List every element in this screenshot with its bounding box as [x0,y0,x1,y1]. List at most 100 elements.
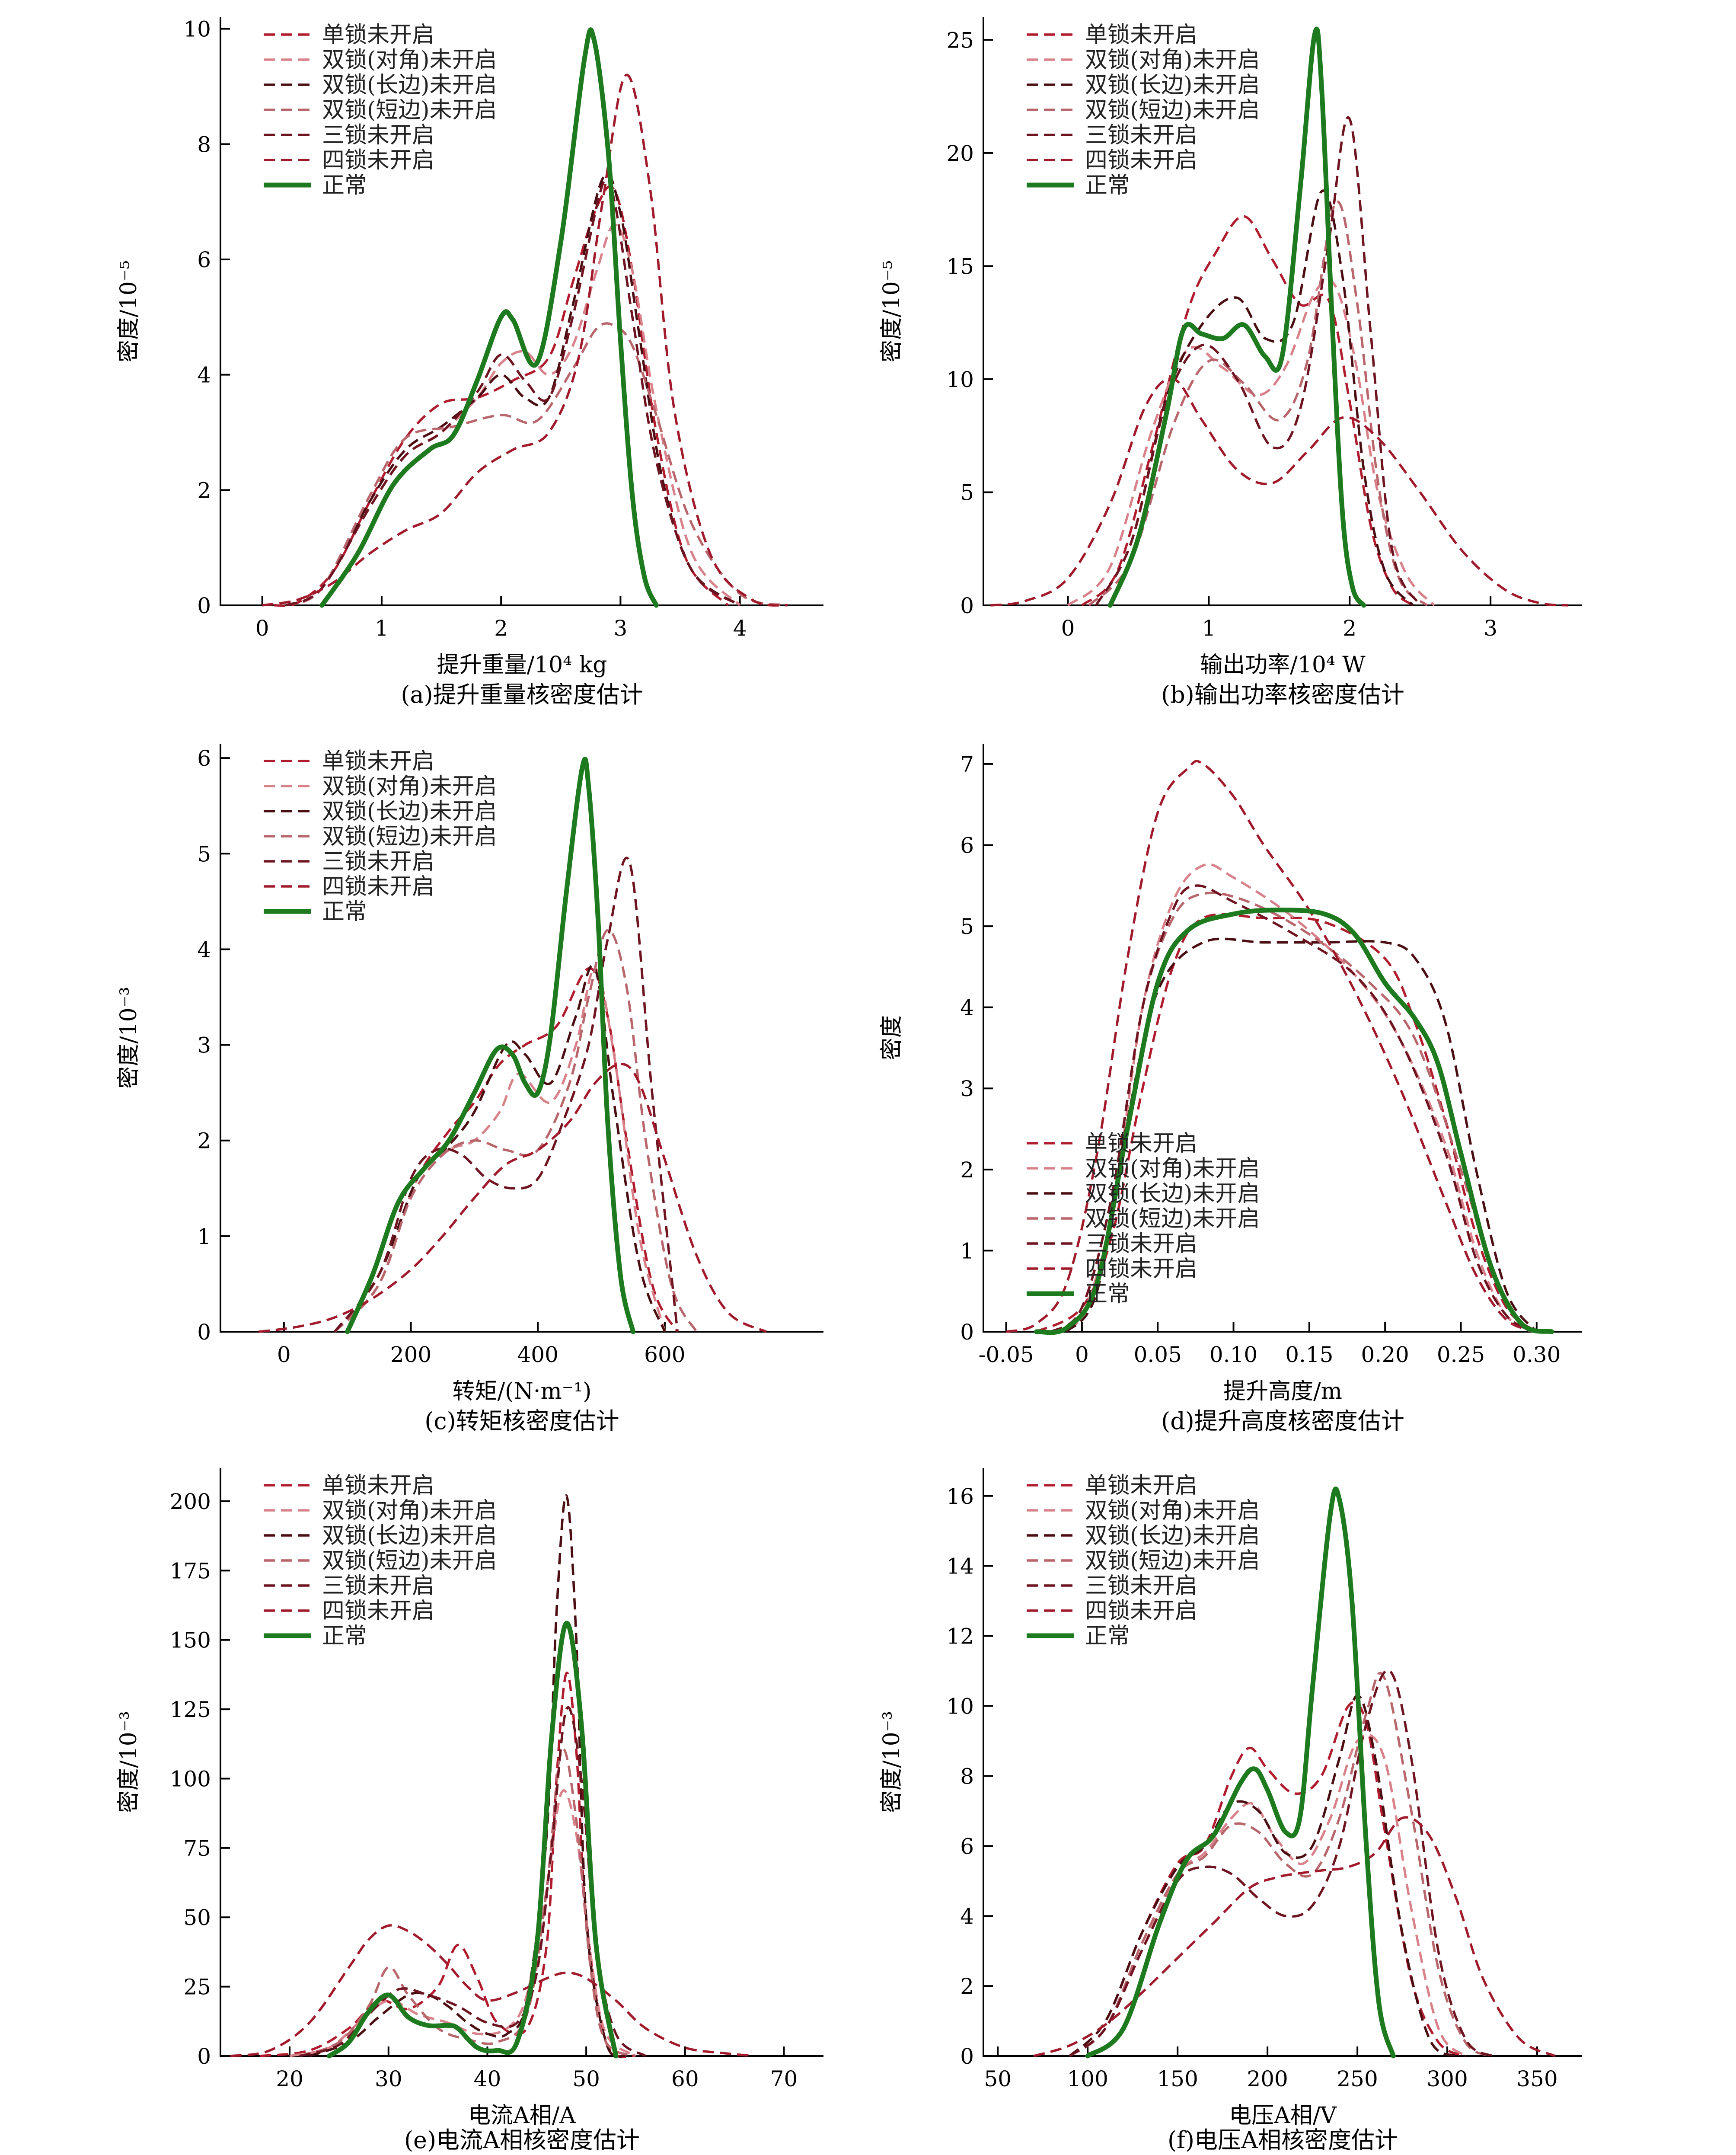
y-tick-label: 2 [960,1974,974,1999]
series-line-2 [1051,863,1538,1333]
y-tick-label: 10 [946,1694,974,1719]
y-tick-label: 6 [197,746,211,771]
series-line-3 [1069,1694,1457,2057]
series-line-1 [274,185,729,607]
legend-label: 四锁未开启 [322,147,434,173]
legend: 单锁未开启双锁(对角)未开启双锁(长边)未开启双锁(短边)未开启三锁未开启四锁未… [1027,22,1260,198]
x-tick-label: 0.05 [1134,1342,1182,1367]
x-axis-label: 输出功率/10⁴ W [1200,652,1366,678]
legend-label: 单锁未开启 [1085,22,1197,48]
y-tick-label: 5 [197,841,211,866]
panel-caption: (d)提升高度核密度估计 [1161,1407,1404,1435]
legend-label: 正常 [1085,1281,1130,1307]
legend-label: 四锁未开启 [1085,1256,1197,1282]
x-tick-label: 1 [375,616,389,641]
series-line-7 [1085,1487,1396,2059]
x-tick-label: 30 [375,2066,402,2091]
y-tick-label: 25 [946,28,974,53]
series-line-2 [1067,278,1435,607]
legend-label: 双锁(短边)未开启 [322,824,497,850]
y-tick-label: 20 [946,141,974,166]
legend: 单锁未开启双锁(对角)未开启双锁(长边)未开启双锁(短边)未开启三锁未开启四锁未… [1027,1131,1260,1307]
y-tick-label: 16 [946,1484,974,1509]
chart-panel-2: 0 1 2 3 0 5 10 15 20 25 输出功率/10⁴ W 密度/10⁻⁵ (b)输出功率核密… [879,17,1582,708]
series-line-6 [258,1063,767,1333]
legend-label: 四锁未开启 [1085,1598,1197,1624]
y-tick-label: 12 [946,1624,974,1649]
x-tick-label: 0.10 [1209,1342,1257,1367]
x-tick-label: 3 [613,616,627,641]
legend-label: 四锁未开启 [322,874,434,900]
y-tick-label: 2 [197,1129,211,1154]
legend-label: 双锁(对角)未开启 [322,774,497,799]
y-tick-label: 10 [183,17,211,42]
x-axis-label: 电流A相/A [468,2103,576,2129]
legend-label: 双锁(对角)未开启 [1085,1156,1260,1182]
chart-panel-5: 20 30 40 50 60 70 0 25 50 75 100 125 150 175 200 电流A相/A… [116,1468,823,2154]
x-tick-label: 1 [1202,616,1216,641]
y-tick-label: 1 [197,1224,211,1249]
series-line-7 [319,27,659,608]
y-axis-label: 密度/10⁻³ [116,987,142,1089]
y-tick-label: 6 [960,833,974,858]
legend-label: 三锁未开启 [1085,1231,1197,1257]
series-line-3 [334,964,666,1333]
series-line-2 [1069,1733,1466,2057]
chart-panel-4: -0.05 0 0.05 0.10 0.15 0.20 0.25 0.3001234567提升… [879,744,1582,1435]
legend-label: 单锁未开启 [1085,1473,1197,1499]
x-tick-label: 200 [1247,2066,1288,2091]
x-tick-label: 2 [1343,616,1356,641]
y-tick-label: 0 [960,2044,974,2069]
legend-label: 双锁(对角)未开启 [322,47,497,73]
y-tick-label: 0 [197,1320,211,1345]
x-tick-label: 0.15 [1285,1342,1333,1367]
x-tick-label: 0 [1075,1342,1089,1367]
chart-panel-3: 0 200 400 600 0 1 2 3 4 5 6 转矩/(N·m⁻¹) 密度/10⁻³ (c)转矩核… [116,744,823,1435]
x-tick-label: 50 [984,2066,1012,2091]
x-tick-label: 100 [1067,2066,1108,2091]
x-tick-label: 2 [494,616,508,641]
series-line-6 [1033,1816,1556,2057]
legend-label: 四锁未开启 [322,1598,434,1624]
legend-label: 三锁未开启 [322,1573,434,1599]
series-line-5 [285,174,741,607]
y-tick-label: 175 [170,1558,211,1583]
series-line-2 [334,967,666,1333]
panel-caption: (f)电压A相核密度估计 [1168,2126,1398,2154]
legend-label: 正常 [322,1623,367,1649]
series-line-2 [289,1789,637,2057]
series-line-7 [327,1621,619,2059]
legend: 单锁未开启双锁(对角)未开启双锁(长边)未开启双锁(短边)未开启三锁未开启四锁未… [1027,1473,1260,1649]
series-line-6 [1005,760,1537,1333]
legend-label: 正常 [1085,1623,1130,1649]
y-tick-label: 3 [960,1076,974,1101]
x-tick-label: 4 [733,616,747,641]
y-tick-label: 0 [960,1320,974,1345]
x-axis-label: 转矩/(N·m⁻¹) [453,1378,592,1404]
series-line-5 [1069,1669,1493,2057]
x-tick-label: 0 [1061,616,1075,641]
series-line-3 [1095,189,1414,606]
legend-label: 正常 [1085,173,1130,198]
x-axis-label: 电压A相/V [1229,2103,1337,2129]
y-tick-label: 200 [170,1489,211,1514]
y-tick-label: 4 [960,1904,974,1929]
series-line-6 [262,74,788,607]
legend-label: 双锁(对角)未开启 [1085,1498,1260,1524]
y-tick-label: 125 [170,1697,211,1722]
x-tick-label: 0.30 [1513,1342,1560,1367]
legend-label: 双锁(长边)未开启 [1085,72,1260,98]
x-tick-label: 150 [1157,2066,1198,2091]
legend: 单锁未开启双锁(对角)未开启双锁(长边)未开启双锁(短边)未开启三锁未开启四锁未… [264,748,497,925]
legend-label: 三锁未开启 [1085,122,1197,148]
legend-label: 双锁(短边)未开启 [1085,1548,1260,1574]
series-line-4 [1069,1672,1493,2057]
y-tick-label: 1 [960,1238,974,1263]
axis-lines [220,17,823,606]
panel-caption: (e)电流A相核密度估计 [404,2126,640,2154]
x-tick-label: 50 [572,2066,600,2091]
x-tick-label: 70 [770,2066,798,2091]
legend-label: 三锁未开启 [1085,1573,1197,1599]
y-axis-label: 密度/10⁻⁵ [879,260,905,362]
